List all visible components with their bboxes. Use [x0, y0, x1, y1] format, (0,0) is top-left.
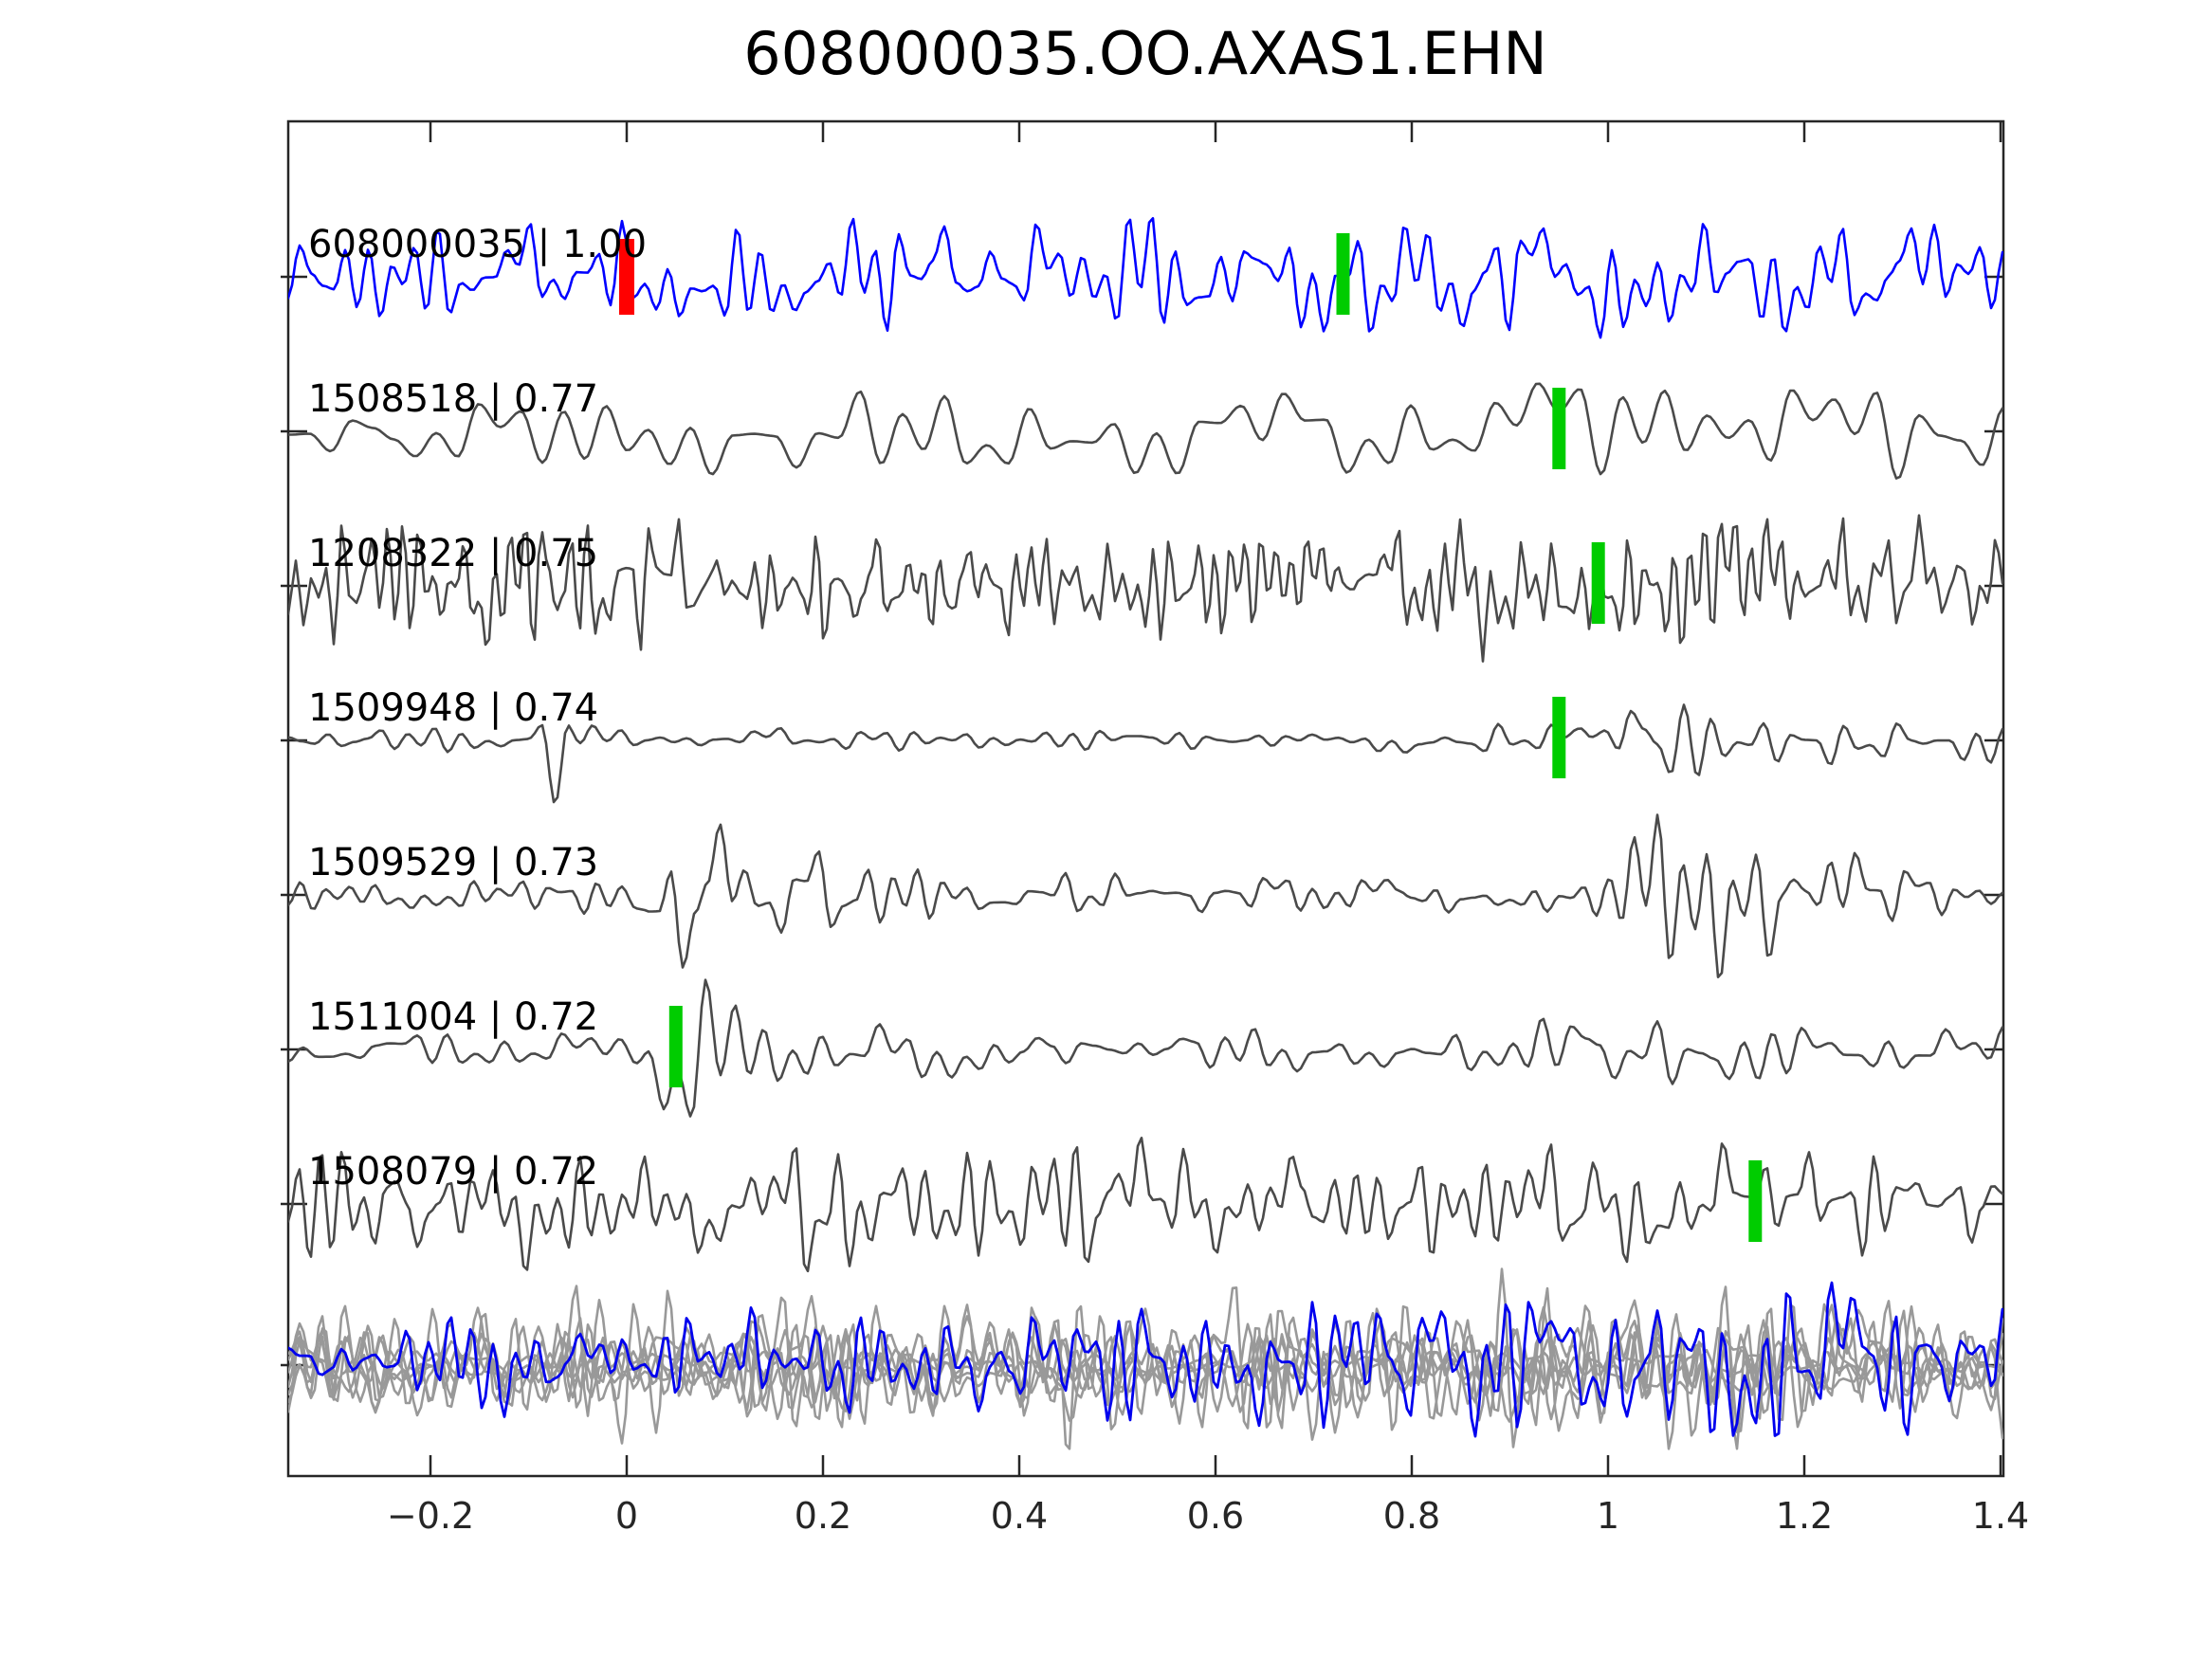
pick-marker-608000035	[1336, 233, 1350, 315]
overlay-reference-trace	[288, 1281, 2003, 1438]
axis-ticks	[281, 121, 2003, 1476]
trace-label-1508518: 1508518 | 0.77	[308, 377, 598, 421]
waveforms	[288, 217, 2003, 1450]
trace-label-1509529: 1509529 | 0.73	[308, 841, 598, 884]
waveform-trace-1509948	[288, 703, 2003, 804]
pick-marker-1508079	[1748, 1160, 1763, 1242]
waveform-trace-1508079	[288, 1137, 2003, 1273]
waveform-trace-1511004	[288, 978, 2003, 1118]
x-tick-label: 0.2	[795, 1495, 851, 1537]
pick-marker-1208322	[1591, 542, 1605, 624]
x-tick-label: 0	[615, 1495, 638, 1537]
x-tick-label: 0.4	[991, 1495, 1048, 1537]
x-tick-label: 1.2	[1776, 1495, 1833, 1537]
trace-labels: 608000035 | 1.00 1508518 | 0.77 1208322 …	[308, 223, 647, 1194]
trace-label-1511004: 1511004 | 0.72	[308, 995, 598, 1039]
x-tick-label: 0.8	[1383, 1495, 1440, 1537]
waveform-trace-1208322	[288, 514, 2003, 663]
overlay-gray-trace-3	[288, 1267, 2003, 1450]
trace-label-608000035: 608000035 | 1.00	[308, 223, 647, 266]
trace-label-1508079: 1508079 | 0.72	[308, 1150, 598, 1194]
pick-marker-1509948	[1552, 697, 1566, 778]
waveform-trace-608000035	[288, 217, 2003, 339]
origin-marker-608000035	[619, 239, 634, 315]
overlay-gray-trace-6	[288, 1313, 2003, 1414]
waveform-trace-1508518	[288, 382, 2003, 480]
pick-marker-1511004	[668, 1006, 683, 1087]
waveform-trace-1509529	[288, 813, 2003, 978]
plot-title: 608000035.OO.AXAS1.EHN	[743, 19, 1547, 88]
trace-label-1509948: 1509948 | 0.74	[308, 686, 598, 730]
plot-border	[286, 119, 2005, 1478]
pick-markers	[619, 233, 1763, 1242]
x-tick-label: 1	[1597, 1495, 1619, 1537]
x-tick-labels: −0.2 0 0.2 0.4 0.6 0.8 1 1.2 1.4	[387, 1495, 2029, 1537]
pick-marker-1508518	[1552, 388, 1566, 469]
trace-label-1208322: 1208322 | 0.75	[308, 532, 598, 575]
x-tick-label: −0.2	[387, 1495, 474, 1537]
x-tick-label: 1.4	[1972, 1495, 2029, 1537]
x-tick-label: 0.6	[1187, 1495, 1244, 1537]
